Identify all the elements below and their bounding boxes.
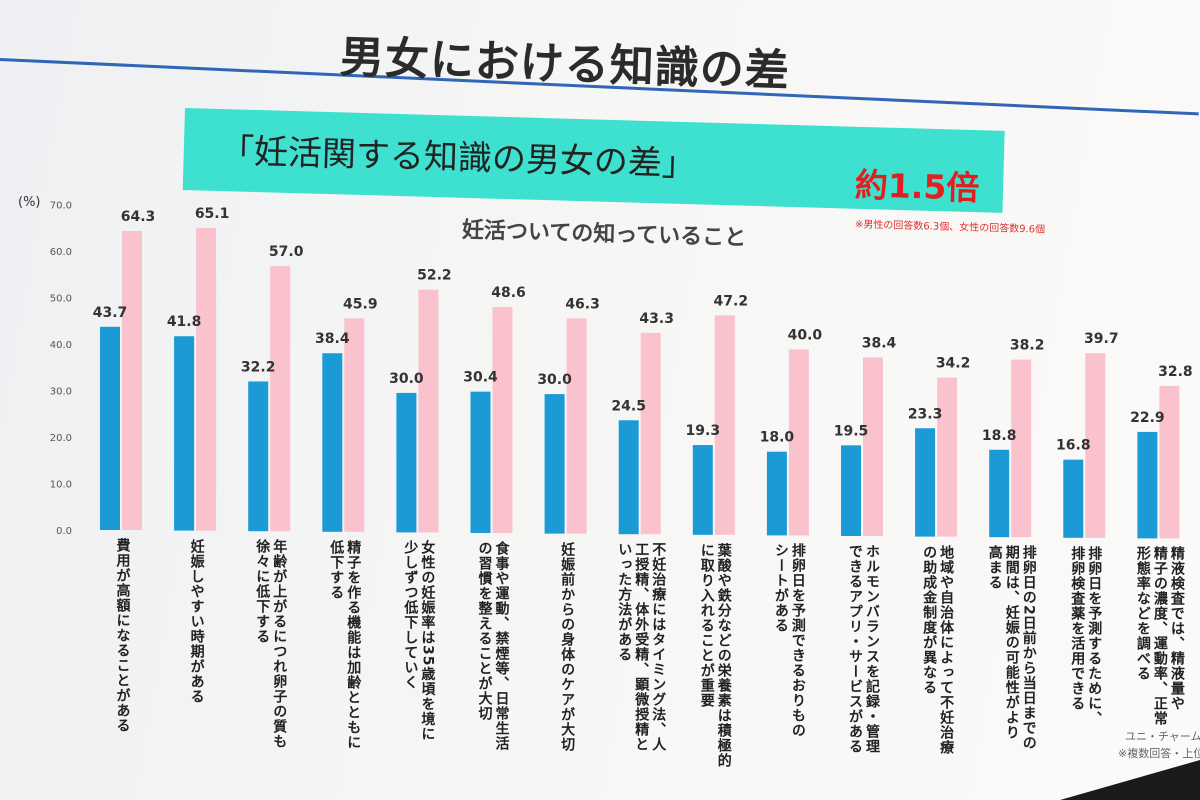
male-value-label: 24.5 [611,398,646,414]
male-bar [692,445,713,535]
female-bar [788,349,809,536]
male-bar [174,336,195,531]
male-bar [766,451,787,536]
female-bar [937,377,958,537]
female-bar [418,289,439,533]
female-bar [1159,385,1180,539]
male-value-label: 18.8 [982,428,1017,444]
y-tick-label: 40.0 [50,340,72,351]
male-bar [1137,431,1158,539]
y-tick-label: 0.0 [56,526,72,537]
male-bar [544,394,565,534]
female-bar [863,357,883,536]
female-bar [1085,353,1106,538]
female-bar [122,231,142,530]
category-label: 精子を作る機能は加齢とともに 低下する [328,539,362,750]
category-label: 葉酸や鉄分などの栄養素は積極的 に取り入れることが重要 [698,542,732,768]
female-value-label: 43.3 [639,311,674,327]
male-bar [248,381,269,532]
female-value-label: 47.2 [714,293,749,309]
y-tick-label: 10.0 [50,480,72,491]
category-label: 精液検査では、精液量や 精子の濃度、運動率、正常 形態率などを調べる [1134,546,1185,727]
y-tick-label: 30.0 [50,387,72,398]
female-bar [714,315,735,535]
male-value-label: 30.4 [463,370,498,386]
female-bar [1011,359,1032,538]
female-bar [270,266,291,532]
male-value-label: 32.2 [241,359,276,375]
female-bar [566,318,587,534]
category-label: 費用が高額になることがある [114,538,131,733]
male-value-label: 41.8 [167,314,202,330]
female-value-label: 52.2 [417,268,452,284]
male-bar [915,428,936,537]
female-value-label: 34.2 [936,356,971,372]
female-bar [492,307,513,533]
male-bar [100,326,120,530]
female-value-label: 65.1 [195,206,230,222]
female-bar [196,227,217,531]
category-label: ホルモンバランスを記録・管理 できるアプリ・サービスがある [847,544,880,754]
category-label: 排卵日を予測するために、 排卵検査薬を活用できる [1069,545,1103,726]
female-value-label: 38.4 [862,335,897,351]
male-value-label: 43.7 [93,305,128,321]
source-note: ※複数回答・上位 [1118,747,1200,760]
category-label: 妊娠しやすい時期がある [188,538,205,704]
category-label: 排卵日の2日前から当日までの 期間は、妊娠の可能性がより 高まる [986,545,1037,751]
male-value-label: 18.0 [760,430,795,446]
male-bar [841,445,861,536]
category-label: 妊娠前からの身体のケアが大切 [559,541,576,752]
category-label: 年齢が上がるにつれ卵子の質も 徐々に低下する [254,539,288,750]
male-value-label: 19.3 [686,423,721,439]
male-value-label: 30.0 [389,371,424,387]
female-value-label: 32.8 [1158,364,1193,380]
y-axis-label: (%) [18,195,41,210]
y-tick-label: 60.0 [50,247,72,258]
category-label: 地域や自治体によって不妊治療 の助成金制度が異なる [921,544,955,755]
female-value-label: 64.3 [121,209,156,225]
male-bar [470,391,491,533]
category-label: 女性の妊娠率は35歳頃を境に 少しずつ低下していく [402,540,436,742]
female-value-label: 57.0 [269,244,304,260]
y-tick-label: 20.0 [50,433,72,444]
female-value-label: 40.0 [788,327,823,343]
female-value-label: 39.7 [1084,331,1119,347]
male-bar [989,449,1010,538]
y-tick-label: 50.0 [50,294,72,305]
male-value-label: 16.8 [1056,438,1091,454]
female-bar [344,318,365,532]
male-value-label: 22.9 [1130,410,1165,426]
female-value-label: 48.6 [491,285,526,301]
category-label: 食事や運動、禁煙等、日常生活 の習慣を整えることが大切 [476,541,510,751]
male-value-label: 38.4 [315,331,350,347]
male-bar [322,353,343,532]
female-value-label: 46.3 [565,296,600,312]
category-label: 排卵日を予測できるおりもの シートがある [772,543,806,739]
y-tick-label: 70.0 [50,201,72,212]
male-bar [396,392,417,533]
male-value-label: 30.0 [537,372,572,388]
category-label: 不妊治療にはタイミング法、人 工授精、体外受精、顕微授精と いった方法がある [616,542,667,753]
female-value-label: 38.2 [1010,338,1045,354]
female-value-label: 45.9 [343,296,378,312]
male-bar [618,420,639,535]
male-value-label: 19.5 [834,423,869,439]
male-value-label: 23.3 [908,406,943,422]
male-bar [1063,459,1084,538]
female-bar [640,332,661,535]
source-credit: ユニ・チャーム [1125,730,1200,743]
